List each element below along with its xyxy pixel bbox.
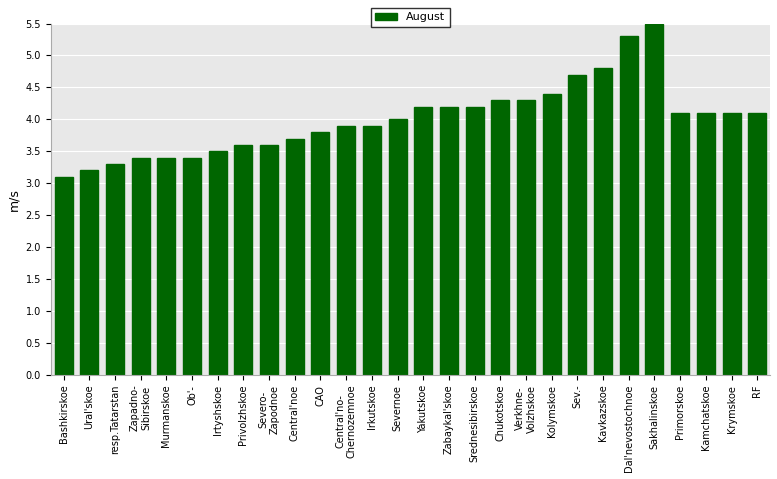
Bar bbox=[465, 107, 483, 375]
Bar bbox=[157, 158, 176, 375]
Y-axis label: m/s: m/s bbox=[7, 188, 20, 211]
Bar bbox=[697, 113, 715, 375]
Legend: August: August bbox=[371, 8, 450, 27]
Bar bbox=[80, 171, 98, 375]
Bar bbox=[54, 177, 72, 375]
Bar bbox=[337, 126, 355, 375]
Bar bbox=[209, 151, 227, 375]
Bar bbox=[312, 132, 329, 375]
Bar bbox=[414, 107, 432, 375]
Bar bbox=[286, 138, 304, 375]
Bar bbox=[517, 100, 535, 375]
Bar bbox=[388, 119, 406, 375]
Bar bbox=[646, 23, 664, 375]
Bar bbox=[235, 145, 253, 375]
Bar bbox=[594, 68, 612, 375]
Bar bbox=[671, 113, 689, 375]
Bar bbox=[491, 100, 509, 375]
Bar bbox=[723, 113, 740, 375]
Bar bbox=[440, 107, 458, 375]
Bar bbox=[106, 164, 124, 375]
Bar bbox=[260, 145, 278, 375]
Bar bbox=[569, 75, 587, 375]
Bar bbox=[131, 158, 150, 375]
Bar bbox=[183, 158, 201, 375]
Bar bbox=[363, 126, 381, 375]
Bar bbox=[542, 94, 561, 375]
Bar bbox=[748, 113, 766, 375]
Bar bbox=[620, 36, 638, 375]
